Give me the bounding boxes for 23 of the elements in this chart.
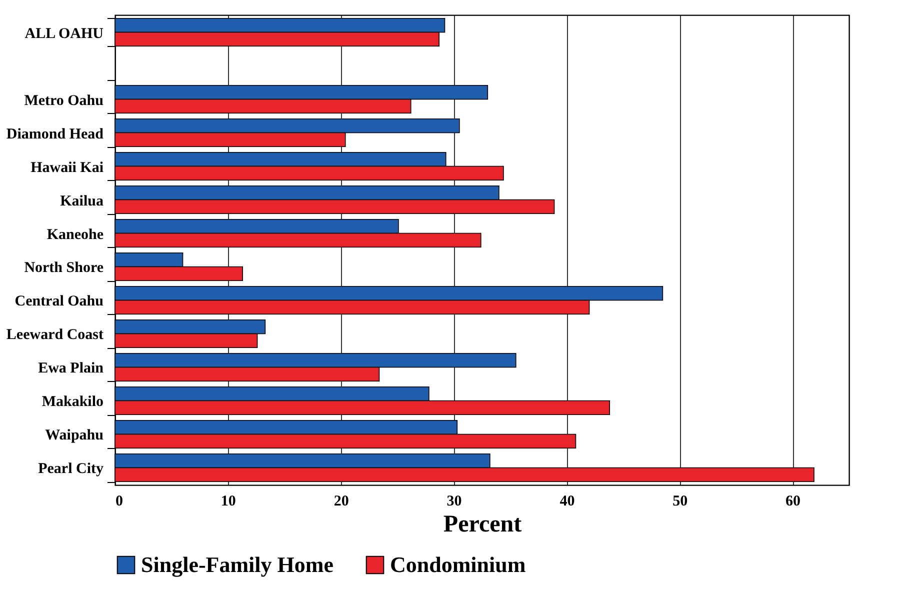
y-tick-label: Hawaii Kai xyxy=(30,160,104,176)
x-axis-title: Percent xyxy=(443,512,522,538)
x-tick-label: 40 xyxy=(560,494,575,510)
y-tick-label: Central Oahu xyxy=(14,294,104,310)
x-tick-label: 10 xyxy=(220,494,236,510)
x-tick-label: 30 xyxy=(446,494,462,510)
y-tick-label: Leeward Coast xyxy=(6,327,104,344)
x-tick-label: 50 xyxy=(672,494,688,510)
y-tick-label: North Shore xyxy=(24,260,104,276)
y-tick-label: Pearl City xyxy=(38,461,104,478)
y-tick-label: Ewa Plain xyxy=(38,360,104,377)
y-tick-label: Diamond Head xyxy=(6,126,104,142)
legend-label: Single-Family Home xyxy=(141,552,334,577)
x-tick-label: 60 xyxy=(786,494,801,510)
y-tick-label: ALL OAHU xyxy=(24,26,104,42)
x-tick-label: 0 xyxy=(116,494,123,510)
y-tick-label: Makakilo xyxy=(42,394,104,410)
y-tick-label: Metro Oahu xyxy=(24,92,104,109)
y-tick-label: Kailua xyxy=(60,193,104,210)
y-tick-label: Waipahu xyxy=(45,428,104,444)
legend-label: Condominium xyxy=(390,552,526,577)
y-tick-label: Kaneohe xyxy=(46,226,104,243)
x-tick-label: 20 xyxy=(334,494,349,510)
